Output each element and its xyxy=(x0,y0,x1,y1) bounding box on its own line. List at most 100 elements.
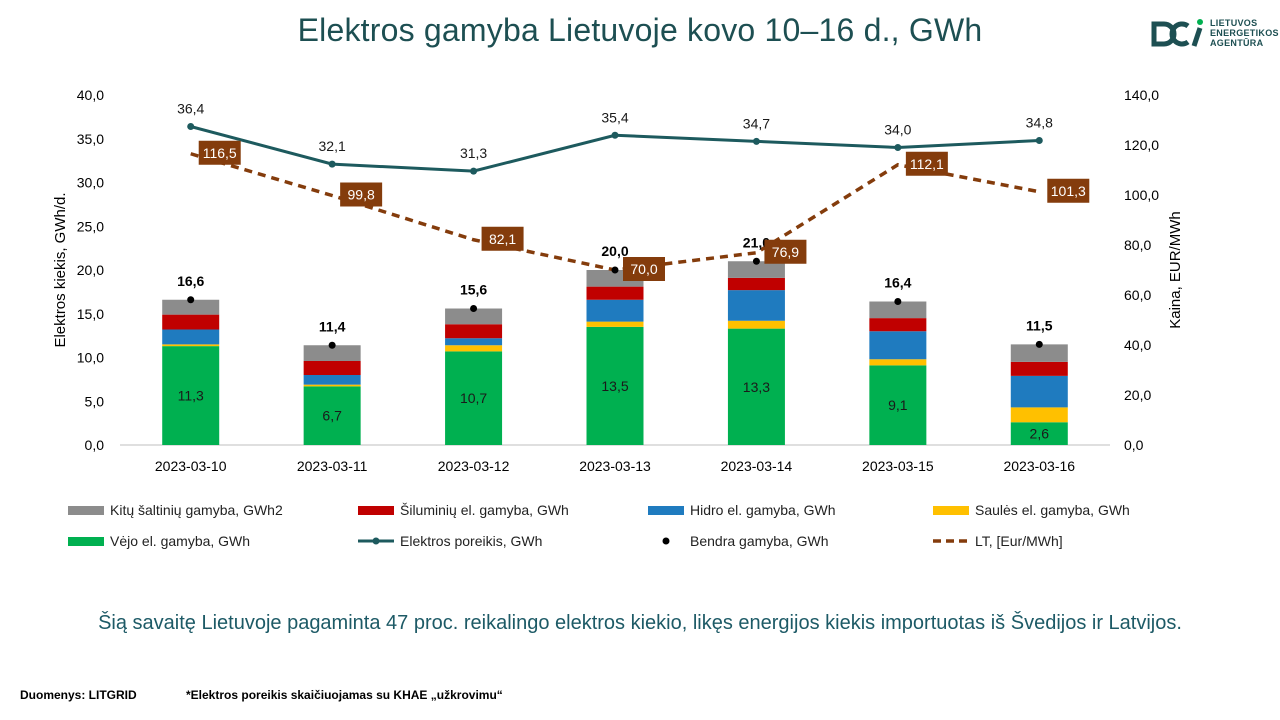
legend-label: Vėjo el. gamyba, GWh xyxy=(110,533,251,549)
y-axis-right-label: Kaina, EUR/MWh xyxy=(1167,211,1184,329)
bar-hidro xyxy=(445,338,503,346)
point-bendra xyxy=(1035,340,1043,348)
label-poreikis: 31,3 xyxy=(460,145,487,161)
y-left-tick-label: 30,0 xyxy=(77,175,104,191)
legend-marker xyxy=(68,505,104,515)
label-lt: 101,3 xyxy=(1051,183,1086,199)
lea-logo: LIETUVOS ENERGETIKOS AGENTŪRA xyxy=(1150,16,1279,56)
bar-saules xyxy=(1010,407,1068,423)
x-tick-label: 2023-03-14 xyxy=(721,458,793,474)
legend-item-bendra: Bendra gamyba, GWh xyxy=(648,533,829,549)
legend-label: Bendra gamyba, GWh xyxy=(690,533,829,549)
bar-vejo xyxy=(586,326,644,445)
x-tick-label: 2023-03-12 xyxy=(438,458,510,474)
y-right-tick-label: 40,0 xyxy=(1124,337,1151,353)
y-right-tick-label: 120,0 xyxy=(1124,137,1159,153)
legend-label: Elektros poreikis, GWh xyxy=(400,533,543,549)
y-left-tick-label: 40,0 xyxy=(77,87,104,103)
label-bendra: 15,6 xyxy=(460,282,487,298)
label-poreikis: 34,8 xyxy=(1026,115,1053,131)
bar-kitu xyxy=(727,261,785,278)
point-bendra xyxy=(752,257,760,265)
y-right-tick-label: 0,0 xyxy=(1124,437,1144,453)
label-lt-box xyxy=(905,151,948,176)
bar-saules xyxy=(586,321,644,327)
label-poreikis: 34,7 xyxy=(743,115,770,131)
label-lt-box xyxy=(764,239,807,264)
legend-label: Šiluminių el. gamyba, GWh xyxy=(400,502,569,518)
label-poreikis: 35,4 xyxy=(601,109,628,125)
bar-siluminiu xyxy=(162,314,220,330)
logo-line-2: ENERGETIKOS xyxy=(1210,28,1279,38)
label-lt-box xyxy=(340,182,383,207)
legend-label: Kitų šaltinių gamyba, GWh2 xyxy=(110,502,283,518)
bar-saules xyxy=(869,359,927,366)
legend-label: Saulės el. gamyba, GWh xyxy=(975,502,1130,518)
x-tick-label: 2023-03-15 xyxy=(862,458,934,474)
logo-line-1: LIETUVOS xyxy=(1210,18,1258,28)
point-poreikis xyxy=(470,167,478,175)
y-axis-left-label: Elektros kiekis, GWh/d. xyxy=(52,192,69,348)
y-left-tick-label: 15,0 xyxy=(77,306,104,322)
bar-hidro xyxy=(1010,375,1068,408)
bar-siluminiu xyxy=(1010,361,1068,376)
summary-text: Šią savaitę Lietuvoje pagaminta 47 proc.… xyxy=(98,612,1182,634)
bar-vejo xyxy=(303,386,361,445)
y-left-tick-label: 0,0 xyxy=(85,437,105,453)
label-poreikis: 34,0 xyxy=(884,122,911,138)
legend-item-hidro: Hidro el. gamyba, GWh xyxy=(648,502,836,518)
bar-vejo xyxy=(869,365,927,445)
label-lt: 76,9 xyxy=(772,244,799,260)
bar-siluminiu xyxy=(727,277,785,291)
legend-marker xyxy=(358,505,394,515)
point-bendra xyxy=(894,298,902,305)
bar-kitu xyxy=(445,308,503,325)
label-bendra: 11,5 xyxy=(1026,317,1053,333)
point-bendra xyxy=(328,341,336,349)
bar-hidro xyxy=(869,331,927,360)
point-poreikis xyxy=(328,160,336,168)
y-right-tick-label: 60,0 xyxy=(1124,287,1151,303)
bar-vejo-label: 10,7 xyxy=(460,390,487,406)
label-lt-box xyxy=(623,257,665,281)
legend-marker xyxy=(662,537,670,545)
bar-siluminiu xyxy=(869,318,927,332)
point-bendra xyxy=(470,305,478,312)
label-lt-box xyxy=(481,226,524,251)
point-poreikis xyxy=(894,144,902,151)
x-tick-label: 2023-03-16 xyxy=(1003,458,1075,474)
label-bendra: 16,6 xyxy=(177,273,204,289)
x-tick-label: 2023-03-11 xyxy=(297,458,368,474)
legend-marker xyxy=(358,537,394,545)
footer-note: *Elektros poreikis skaičiuojamas su KHAE… xyxy=(186,688,503,702)
legend-marker xyxy=(68,536,104,546)
bar-hidro xyxy=(303,375,361,385)
point-poreikis xyxy=(611,131,619,139)
y-right-tick-label: 100,0 xyxy=(1124,187,1159,203)
legend-item-saules: Saulės el. gamyba, GWh xyxy=(933,502,1130,518)
label-lt: 112,1 xyxy=(910,156,944,172)
y-left-tick-label: 5,0 xyxy=(85,393,105,409)
y-left-tick-label: 10,0 xyxy=(77,350,104,366)
point-poreikis xyxy=(752,137,760,145)
label-lt: 70,0 xyxy=(630,261,657,277)
bar-vejo-label: 9,1 xyxy=(888,397,908,413)
bar-saules xyxy=(727,320,785,329)
legend-item-siluminiu: Šiluminių el. gamyba, GWh xyxy=(358,502,569,518)
bar-siluminiu xyxy=(303,361,361,375)
label-lt: 116,5 xyxy=(203,145,237,161)
legend-item-lt: LT, [Eur/MWh] xyxy=(933,533,1063,549)
bar-siluminiu xyxy=(586,286,644,300)
combo-chart: 0,0 5,0 10,0 15,0 20,0 25,0 30,0 35,0 40,0 0,0 20,… xyxy=(77,87,1159,474)
bar-vejo-label: 6,7 xyxy=(322,408,342,424)
legend-marker xyxy=(933,505,969,515)
legend-label: LT, [Eur/MWh] xyxy=(975,533,1063,549)
bar-hidro xyxy=(586,299,644,322)
bar-vejo-label: 11,3 xyxy=(178,388,204,404)
bar-vejo-label: 13,5 xyxy=(601,378,628,394)
y-left-tick-label: 20,0 xyxy=(77,262,104,278)
label-bendra: 11,4 xyxy=(319,318,346,334)
bar-vejo xyxy=(1010,422,1068,445)
label-bendra: 20,0 xyxy=(601,243,628,259)
bar-vejo-label: 13,3 xyxy=(743,379,770,395)
